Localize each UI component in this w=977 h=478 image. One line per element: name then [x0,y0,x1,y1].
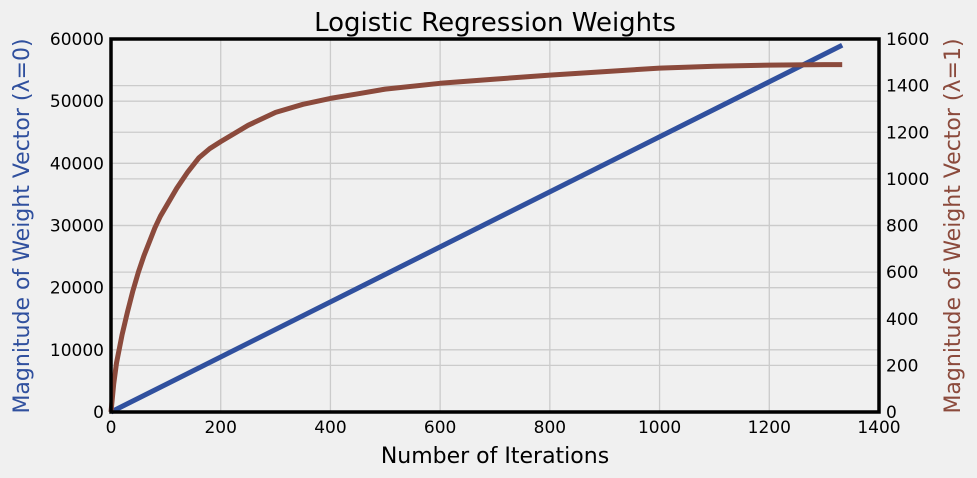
tick-labels: 0 200 400 600 800 1000 1200 1400010000200003000… [50,30,929,438]
y-left-tick-label: 50000 [50,92,104,112]
y-axis-right-title: Magnitude of Weight Vector (λ=1) [941,38,966,413]
y-right-tick-label: 1600 [886,30,929,50]
y-axis-left-title: Magnitude of Weight Vector (λ=0) [10,38,35,413]
x-tick-label: 600 [424,418,456,438]
series-line-lambda-1 [108,62,843,413]
x-tick-label: 0 [106,418,117,438]
x-tick-label: 400 [314,418,346,438]
x-tick-label: 200 [204,418,236,438]
y-left-tick-label: 10000 [50,341,104,361]
y-left-tick-label: 60000 [50,30,104,50]
y-right-tick-label: 800 [886,217,918,237]
y-right-tick-label: 400 [886,310,918,330]
x-tick-label: 1000 [638,418,681,438]
y-left-tick-label: 0 [93,403,104,423]
y-left-tick-label: 30000 [50,217,104,237]
grid-lines [111,39,879,412]
y-right-tick-label: 600 [886,263,918,283]
chart-title: Logistic Regression Weights [314,8,676,38]
x-tick-label: 800 [534,418,566,438]
x-tick-label: 1400 [857,418,900,438]
y-left-tick-label: 40000 [50,154,104,174]
y-right-tick-label: 0 [886,403,897,423]
y-right-tick-label: 1400 [886,77,929,97]
plot-frame [109,37,881,414]
x-tick-label: 1200 [748,418,791,438]
y-right-tick-label: 1200 [886,123,929,143]
series-lines [108,42,844,415]
x-axis-title: Number of Iterations [381,444,609,469]
y-left-tick-label: 20000 [50,279,104,299]
y-right-tick-label: 200 [886,356,918,376]
series-line-lambda-0 [109,42,844,415]
y-right-tick-label: 1000 [886,170,929,190]
